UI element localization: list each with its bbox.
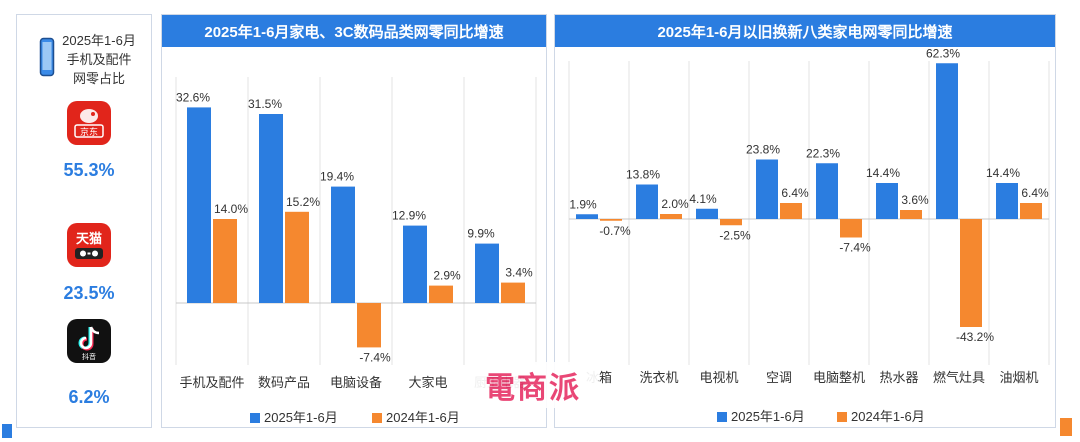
bar-2024-7	[1020, 203, 1042, 219]
bar-2024-2	[720, 219, 742, 226]
bar-2025-1	[636, 184, 658, 219]
legend-swatch-0	[717, 412, 727, 422]
legend-swatch-0	[250, 413, 260, 423]
trade-in-growth-chart: 1.9%-0.7%冰箱13.8%2.0%洗衣机4.1%-2.5%电视机23.8%…	[568, 47, 1050, 424]
data-label-2025-3: 12.9%	[392, 209, 426, 223]
data-label-2024-0: -0.7%	[599, 224, 631, 238]
data-label-2024-2: -7.4%	[359, 350, 391, 364]
douyin-share-value: 6.2%	[68, 387, 110, 407]
data-label-2025-4: 22.3%	[806, 146, 840, 160]
bar-2024-4	[501, 282, 525, 303]
data-label-2025-4: 9.9%	[467, 227, 495, 241]
share-title: 2025年1-6月 手机及配件 网零占比	[47, 31, 151, 88]
legend-swatch-1	[372, 413, 382, 423]
data-label-2024-7: 6.4%	[1021, 186, 1049, 200]
category-label-1: 洗衣机	[639, 370, 678, 385]
bar-2025-2	[331, 186, 355, 303]
category-label-7: 油烟机	[999, 370, 1038, 385]
data-label-2025-1: 13.8%	[626, 168, 660, 182]
douyin-logo-text: 抖音	[82, 352, 96, 361]
bar-2025-5	[876, 183, 898, 219]
bar-2024-3	[780, 203, 802, 219]
douyin-logo-icon: 抖音	[67, 319, 111, 363]
bar-2025-3	[403, 225, 427, 303]
trade-in-growth-chart-panel: 2025年1-6月以旧换新八类家电网零同比增速 1.9% -0.7% 冰箱 13.8%…	[554, 14, 1056, 428]
jd-share-value: 55.3%	[63, 160, 115, 180]
share-title-line: 2025年1-6月	[62, 33, 136, 48]
data-label-2025-7: 14.4%	[986, 166, 1020, 180]
platform-share-panel: 2025年1-6月 手机及配件 网零占比 京东 55.3% 天猫 23.5% 抖…	[16, 14, 152, 428]
bar-2024-0	[600, 219, 622, 221]
tmall-share-value: 23.5%	[63, 283, 115, 303]
data-label-2024-3: 2.9%	[433, 269, 461, 283]
category-label-6: 燃气灶具	[933, 370, 985, 385]
category-label-0: 手机及配件	[179, 375, 244, 390]
bar-2025-6	[936, 63, 958, 219]
data-label-2024-5: 3.6%	[901, 193, 929, 207]
data-label-2024-1: 15.2%	[286, 195, 320, 209]
data-label-2025-0: 32.6%	[176, 90, 210, 104]
data-label-2024-3: 6.4%	[781, 186, 809, 200]
data-label-2024-6: -43.2%	[956, 330, 994, 344]
bar-2024-5	[900, 210, 922, 219]
watermark-logo: 電商派	[468, 362, 598, 408]
data-label-2024-0: 14.0%	[214, 202, 248, 216]
corner-marker	[2, 424, 12, 438]
legend-swatch-1	[837, 412, 847, 422]
category-label-2: 电视机	[699, 370, 738, 385]
category-label-2: 电脑设备	[330, 375, 382, 390]
bar-2024-1	[285, 211, 309, 303]
data-label-2024-4: -7.4%	[839, 241, 871, 255]
chart1-title: 2025年1-6月家电、3C数码品类网零同比增速	[162, 15, 546, 47]
chart2-title: 2025年1-6月以旧换新八类家电网零同比增速	[555, 15, 1055, 47]
data-label-2025-3: 23.8%	[746, 143, 780, 157]
smartphone-icon	[39, 37, 55, 77]
bar-2024-1	[660, 214, 682, 219]
bar-2025-4	[816, 163, 838, 219]
category-label-5: 热水器	[879, 370, 918, 385]
data-label-2025-0: 1.9%	[569, 197, 597, 211]
data-label-2025-2: 19.4%	[320, 170, 354, 184]
data-label-2025-1: 31.5%	[248, 97, 282, 111]
data-label-2024-2: -2.5%	[719, 228, 751, 242]
bar-2024-0	[213, 219, 237, 303]
data-label-2025-5: 14.4%	[866, 166, 900, 180]
tmall-logo-icon: 天猫	[67, 223, 111, 267]
bar-2025-7	[996, 183, 1018, 219]
category-label-3: 大家电	[408, 375, 447, 390]
share-title-line: 网零占比	[72, 71, 125, 86]
bar-2025-0	[187, 107, 211, 304]
tmall-logo-text: 天猫	[76, 231, 102, 246]
category-label-3: 空调	[766, 370, 792, 385]
data-label-2025-2: 4.1%	[689, 192, 717, 206]
data-label-2025-6: 62.3%	[926, 47, 960, 60]
jd-logo-text: 京东	[80, 126, 98, 137]
bar-2025-0	[576, 214, 598, 219]
legend-label-1: 2024年1-6月	[386, 410, 460, 425]
data-label-2024-1: 2.0%	[661, 197, 689, 211]
share-title-line: 手机及配件	[66, 52, 132, 67]
legend-label-1: 2024年1-6月	[851, 409, 925, 424]
corner-marker	[1060, 418, 1072, 436]
category-label-4: 电脑整机	[813, 370, 865, 385]
data-label-2024-4: 3.4%	[505, 266, 533, 280]
bar-2024-2	[357, 303, 381, 348]
jd-logo-icon: 京东	[67, 101, 111, 145]
bar-2024-3	[429, 285, 453, 303]
legend-label-0: 2025年1-6月	[264, 410, 338, 425]
bar-2024-6	[960, 219, 982, 327]
bar-2024-4	[840, 219, 862, 238]
bar-2025-3	[756, 159, 778, 219]
bar-2025-1	[259, 114, 283, 303]
legend-label-0: 2025年1-6月	[731, 409, 805, 424]
bar-2025-4	[475, 243, 499, 303]
category-label-1: 数码产品	[258, 375, 310, 390]
bar-2025-2	[696, 208, 718, 219]
